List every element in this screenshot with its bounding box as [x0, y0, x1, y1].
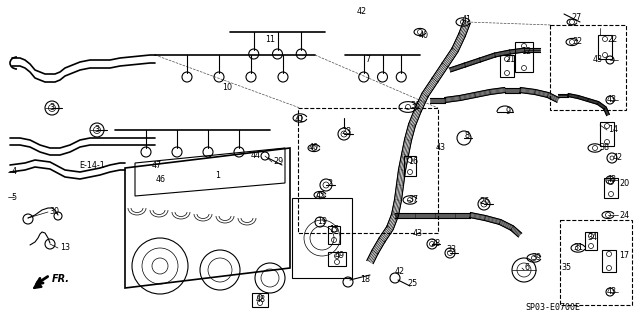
Text: 22: 22	[607, 35, 617, 44]
Text: SP03-E0700E: SP03-E0700E	[525, 303, 580, 313]
Text: 6: 6	[525, 263, 529, 272]
Text: 23: 23	[341, 128, 351, 137]
Text: E-14-1: E-14-1	[79, 160, 105, 169]
Text: 19: 19	[317, 218, 327, 226]
Text: 28: 28	[430, 239, 440, 248]
Text: 30: 30	[49, 207, 59, 217]
Bar	[602, 250, 616, 272]
Text: 43: 43	[607, 95, 617, 105]
Bar	[515, 42, 533, 72]
Text: 40: 40	[419, 31, 429, 40]
Text: 34: 34	[587, 233, 597, 241]
Text: 29: 29	[273, 158, 283, 167]
Text: 49: 49	[335, 250, 345, 259]
Text: 8: 8	[465, 130, 470, 139]
Text: 20: 20	[619, 179, 629, 188]
Bar	[600, 122, 614, 146]
Text: 36: 36	[410, 100, 420, 109]
Text: 41: 41	[462, 16, 472, 25]
Text: 46: 46	[156, 175, 166, 184]
Text: 41: 41	[295, 115, 305, 124]
Bar	[328, 252, 346, 266]
Text: 17: 17	[619, 250, 629, 259]
Bar	[598, 35, 612, 59]
Text: 25: 25	[408, 279, 418, 288]
Text: 32: 32	[572, 38, 582, 47]
Text: 31: 31	[573, 243, 583, 253]
Text: 3: 3	[95, 125, 99, 135]
Bar	[604, 178, 618, 198]
Text: 7: 7	[365, 56, 371, 64]
Text: 47: 47	[152, 161, 162, 170]
Text: 39: 39	[531, 253, 541, 262]
Text: 3: 3	[49, 103, 54, 113]
Text: 43: 43	[607, 286, 617, 295]
Text: 16: 16	[408, 158, 418, 167]
Bar	[328, 226, 340, 244]
Text: 14: 14	[608, 125, 618, 135]
Bar	[298, 108, 438, 233]
Text: 43: 43	[413, 228, 423, 238]
Bar	[500, 55, 514, 77]
Text: 42: 42	[395, 268, 405, 277]
Bar	[585, 232, 597, 250]
Text: 48: 48	[256, 295, 266, 305]
Text: FR.: FR.	[52, 274, 70, 284]
Text: 1: 1	[216, 170, 221, 180]
Bar	[292, 198, 352, 278]
Text: 2: 2	[328, 179, 333, 188]
Text: 9: 9	[506, 108, 511, 116]
Text: 10: 10	[222, 84, 232, 93]
Bar	[404, 156, 416, 176]
Bar	[560, 220, 632, 305]
Text: 26: 26	[479, 197, 489, 206]
Text: 45: 45	[316, 190, 326, 199]
Text: 33: 33	[446, 246, 456, 255]
Text: 27: 27	[571, 13, 581, 23]
Text: 15: 15	[329, 226, 339, 234]
Text: 35: 35	[561, 263, 571, 272]
Text: 12: 12	[521, 48, 531, 56]
Text: 37: 37	[408, 196, 418, 204]
Text: 5: 5	[12, 192, 17, 202]
Text: 18: 18	[360, 275, 370, 284]
Bar	[252, 293, 268, 307]
Text: 13: 13	[60, 243, 70, 253]
Text: 43: 43	[607, 175, 617, 184]
Text: 43: 43	[436, 144, 446, 152]
Text: 42: 42	[613, 152, 623, 161]
Text: 11: 11	[265, 35, 275, 44]
Text: 40: 40	[309, 144, 319, 152]
Text: 24: 24	[619, 211, 629, 219]
Text: 21: 21	[505, 56, 515, 64]
Text: 4: 4	[12, 167, 17, 176]
Bar	[550, 25, 626, 110]
Text: 43: 43	[593, 56, 603, 64]
Text: 44: 44	[251, 151, 261, 160]
Text: 38: 38	[599, 144, 609, 152]
Text: 42: 42	[357, 8, 367, 17]
